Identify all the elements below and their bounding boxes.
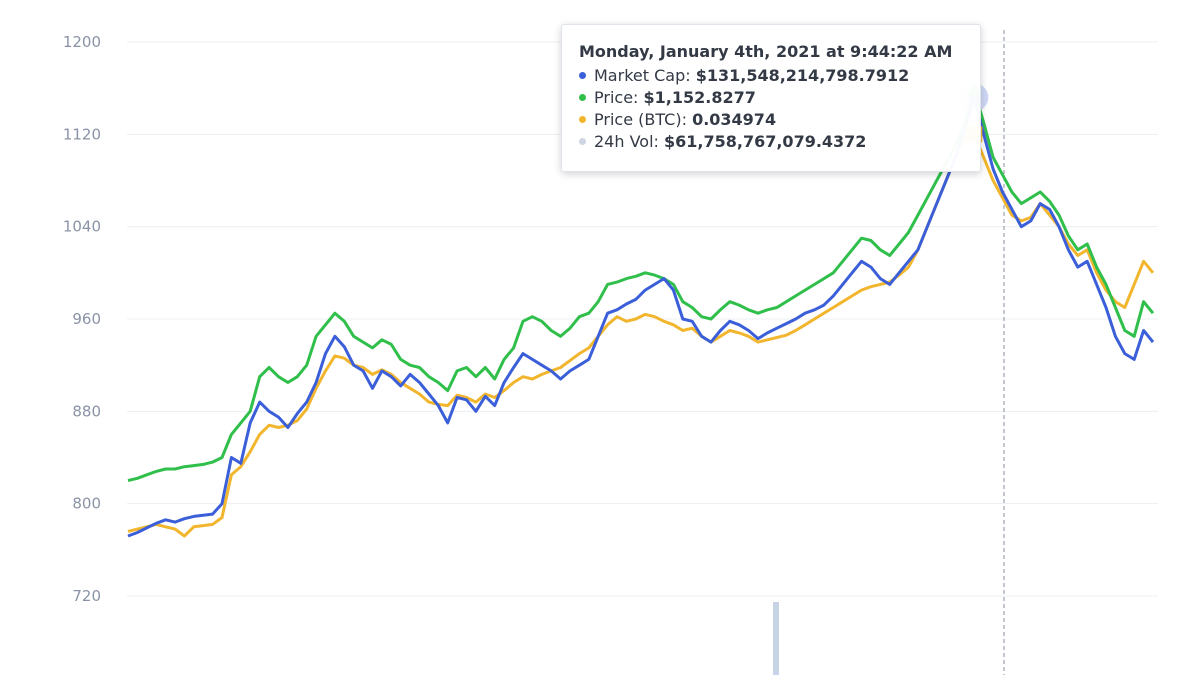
y-tick-label: 1200: [63, 33, 101, 51]
y-axis-labels: 1200 1120 1040 960 880 800 720: [63, 33, 101, 605]
volume-legend-dot: [579, 138, 586, 145]
y-tick-label: 960: [72, 310, 101, 328]
tooltip-row-24h-vol: 24h Vol: $61,758,767,079.4372: [579, 131, 980, 153]
y-tick-label: 880: [72, 402, 101, 420]
tooltip-label: 24h Vol:: [594, 132, 664, 151]
price-btc-line: [127, 132, 1155, 538]
tooltip: Monday, January 4th, 2021 at 9:44:22 AM …: [561, 24, 981, 172]
tooltip-label: Market Cap:: [594, 66, 696, 85]
tooltip-title: Monday, January 4th, 2021 at 9:44:22 AM: [579, 42, 953, 61]
tooltip-row-price: Price: $1,152.8277: [579, 87, 980, 109]
tooltip-value: $1,152.8277: [643, 88, 756, 107]
y-tick-label: 1120: [63, 125, 101, 143]
price-line: [127, 89, 1155, 483]
price-btc-legend-dot: [579, 116, 586, 123]
tooltip-label: Price (BTC):: [594, 110, 693, 129]
tooltip-row-market-cap: Market Cap: $131,548,214,798.7912: [579, 65, 980, 87]
y-tick-label: 1040: [63, 218, 101, 236]
tooltip-value: $131,548,214,798.7912: [695, 66, 910, 85]
price-legend-dot: [579, 94, 586, 101]
market-cap-legend-dot: [579, 72, 586, 79]
y-tick-label: 800: [72, 495, 101, 513]
tooltip-value: 0.034974: [692, 110, 777, 129]
tooltip-value: $61,758,767,079.4372: [664, 132, 867, 151]
tooltip-label: Price:: [594, 88, 644, 107]
y-tick-label: 720: [72, 587, 101, 605]
volume-bar: [773, 602, 779, 675]
tooltip-row-price-btc: Price (BTC): 0.034974: [579, 109, 980, 131]
